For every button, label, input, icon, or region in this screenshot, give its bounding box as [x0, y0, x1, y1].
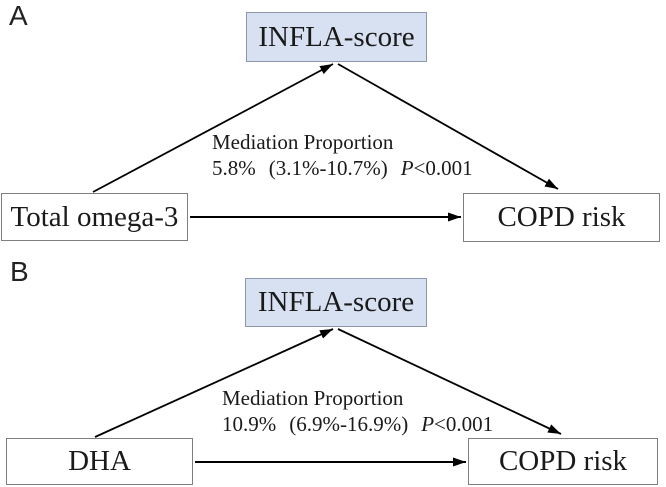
p-symbol: P	[400, 156, 414, 180]
arrow-mediator-to-outcome	[337, 63, 559, 190]
mediation-stats: 10.9% (6.9%-16.9%) P<0.001	[222, 411, 493, 437]
arrow-exposure-to-mediator	[94, 328, 334, 438]
mediation-annotation: Mediation Proportion 5.8% (3.1%-10.7%) P<0…	[212, 129, 473, 181]
mediation-annotation: Mediation Proportion 10.9% (6.9%-16.9%) P<…	[222, 385, 493, 437]
mediation-confidence-interval: (3.1%-10.7%)	[268, 156, 388, 180]
p-symbol: P	[421, 412, 435, 436]
mediation-proportion-value: 10.9%	[222, 412, 277, 436]
outcome-label: COPD risk	[497, 201, 626, 233]
exposure-label: Total omega-3	[10, 200, 179, 233]
outcome-box: COPD risk	[468, 438, 658, 485]
mediator-label: INFLA-score	[257, 286, 415, 318]
mediation-stats: 5.8% (3.1%-10.7%) P<0.001	[212, 155, 473, 181]
panel-label: B	[10, 256, 29, 287]
panel-a: A INFLA-score Total omega-3 COPD risk Me…	[1, 0, 660, 242]
outcome-label: COPD risk	[498, 445, 628, 477]
outcome-box: COPD risk	[463, 193, 660, 242]
mediator-box: INFLA-score	[246, 12, 427, 62]
arrow-mediator-to-outcome	[337, 328, 562, 435]
exposure-label: DHA	[68, 445, 131, 477]
mediator-label: INFLA-score	[258, 20, 415, 53]
mediation-title: Mediation Proportion	[222, 386, 404, 410]
p-value: <0.001	[413, 156, 473, 180]
panel-b: B INFLA-score DHA COPD risk Mediation Pr…	[0, 244, 666, 487]
panel-label: A	[9, 0, 28, 31]
panel-b-arrows	[94, 328, 562, 467]
mediation-proportion-value: 5.8%	[212, 156, 256, 180]
p-value: <0.001	[434, 412, 494, 436]
mediator-box: INFLA-score	[245, 278, 427, 327]
panel-a-arrows	[92, 63, 559, 222]
exposure-box: Total omega-3	[1, 193, 188, 241]
arrow-exposure-to-mediator	[92, 63, 334, 193]
mediation-confidence-interval: (6.9%-16.9%)	[289, 412, 409, 436]
exposure-box: DHA	[6, 438, 193, 485]
mediation-title: Mediation Proportion	[212, 130, 394, 154]
